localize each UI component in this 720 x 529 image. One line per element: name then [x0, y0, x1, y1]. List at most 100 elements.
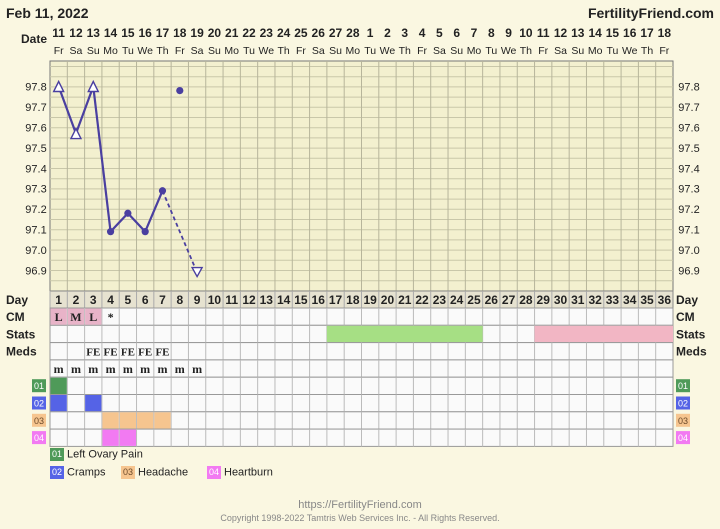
cm-cell [67, 308, 85, 325]
weekday-label: We [622, 45, 638, 57]
date-label: 19 [190, 26, 204, 40]
weekday-label: Sa [191, 45, 204, 57]
day-number: 25 [467, 293, 481, 307]
weekday-label: Mo [224, 45, 239, 57]
med-value: FE [138, 347, 152, 359]
y-tick-right: 97.7 [678, 102, 699, 114]
y-tick-right: 97.4 [678, 163, 699, 175]
y-tick-left: 97.3 [25, 184, 46, 196]
weekday-label: Su [450, 45, 463, 57]
weekday-label: Tu [122, 45, 134, 57]
brand-link[interactable]: FertilityFriend.com [587, 5, 714, 21]
symptom-code-badge [32, 379, 46, 393]
date-label: 16 [623, 26, 637, 40]
day-number: 21 [398, 293, 412, 307]
symptom-code: 04 [34, 433, 44, 443]
y-tick-right: 97.0 [678, 245, 699, 257]
date-label: 14 [104, 26, 118, 40]
day-number: 3 [90, 293, 97, 307]
symptom-cell [137, 412, 154, 429]
temp-point-triangle [52, 79, 65, 93]
day-number: 26 [485, 293, 499, 307]
day-number: 8 [176, 293, 183, 307]
cm-row-label: CM [6, 310, 25, 324]
day-number: 15 [294, 293, 308, 307]
med-value: FE [155, 347, 169, 359]
date-label: 3 [401, 26, 408, 40]
y-tick-left: 97.5 [25, 143, 46, 155]
symptom-code: 01 [34, 381, 44, 391]
meds-row-label: Meds [6, 345, 37, 359]
day-number: 9 [194, 293, 201, 307]
med-value: FE [86, 347, 100, 359]
y-tick-left: 97.4 [25, 163, 46, 175]
cm-row-label-right: CM [676, 310, 695, 324]
m-value: m [157, 362, 167, 376]
symptom-code: 01 [678, 381, 688, 391]
date-row-label: Date [21, 32, 47, 46]
symptom-cell [102, 412, 119, 429]
legend-swatch: 04 [207, 466, 221, 479]
date-label: 25 [294, 26, 308, 40]
weekday-label: Sa [312, 45, 325, 57]
weekday-label: Fr [175, 45, 185, 57]
symptom-cell [50, 395, 67, 412]
date-label: 8 [488, 26, 495, 40]
date-label: 23 [260, 26, 274, 40]
symptom-code-badge [676, 379, 690, 393]
weekday-label: Mo [346, 45, 361, 57]
date-label: 26 [312, 26, 326, 40]
date-label: 9 [505, 26, 512, 40]
legend-swatch: 03 [121, 466, 135, 479]
med-value: FE [121, 347, 135, 359]
legend-item: 02 Cramps [50, 466, 106, 479]
day-number: 14 [277, 293, 291, 307]
symptom-cell [119, 412, 137, 429]
cm-cell [50, 308, 67, 325]
date-label: 17 [156, 26, 170, 40]
day-number: 4 [107, 293, 114, 307]
weekday-label: We [501, 45, 517, 57]
day-number: 28 [519, 293, 533, 307]
weekday-label: Th [641, 45, 653, 57]
date-label: 22 [242, 26, 256, 40]
day-number: 10 [208, 293, 222, 307]
m-value: m [71, 362, 81, 376]
footer-copyright: Copyright 1998-2022 Tamtris Web Services… [220, 513, 500, 523]
legend-swatch: 01 [50, 448, 64, 461]
footer-url[interactable]: https://FertilityFriend.com [298, 499, 422, 511]
cm-value: M [70, 310, 81, 324]
weekday-label: Sa [554, 45, 567, 57]
date-label: 4 [419, 26, 426, 40]
symptom-code-badge [676, 396, 690, 410]
stats-row-label: Stats [6, 327, 36, 341]
day-number: 24 [450, 293, 464, 307]
legend-item: 01 Left Ovary Pain [50, 448, 143, 461]
m-value: m [140, 362, 150, 376]
y-tick-right: 97.2 [678, 204, 699, 216]
temp-point-outlier [176, 86, 184, 95]
y-tick-right: 97.5 [678, 143, 699, 155]
symptom-code: 02 [34, 399, 44, 409]
date-label: 13 [571, 26, 585, 40]
legend-item: 04 Heartburn [207, 466, 273, 479]
symptom-code-badge [676, 431, 690, 445]
weekday-label: Su [571, 45, 584, 57]
temp-point [158, 187, 167, 195]
meds-row-label-right: Meds [676, 345, 707, 359]
temp-line-dashed [161, 190, 198, 273]
stats-row-label-right: Stats [676, 327, 706, 341]
day-number: 13 [260, 293, 274, 307]
legend-item: 03 Headache [121, 466, 188, 479]
weekday-label: Th [399, 45, 411, 57]
y-tick-right: 97.3 [678, 184, 699, 196]
day-row-label: Day [6, 293, 28, 307]
weekday-label: Fr [659, 45, 669, 57]
day-number: 36 [658, 293, 672, 307]
cm-value: * [108, 310, 114, 324]
date-label: 27 [329, 26, 343, 40]
symptom-code-badge [32, 396, 46, 410]
m-value: m [106, 362, 116, 376]
weekday-label: Mo [467, 45, 482, 57]
